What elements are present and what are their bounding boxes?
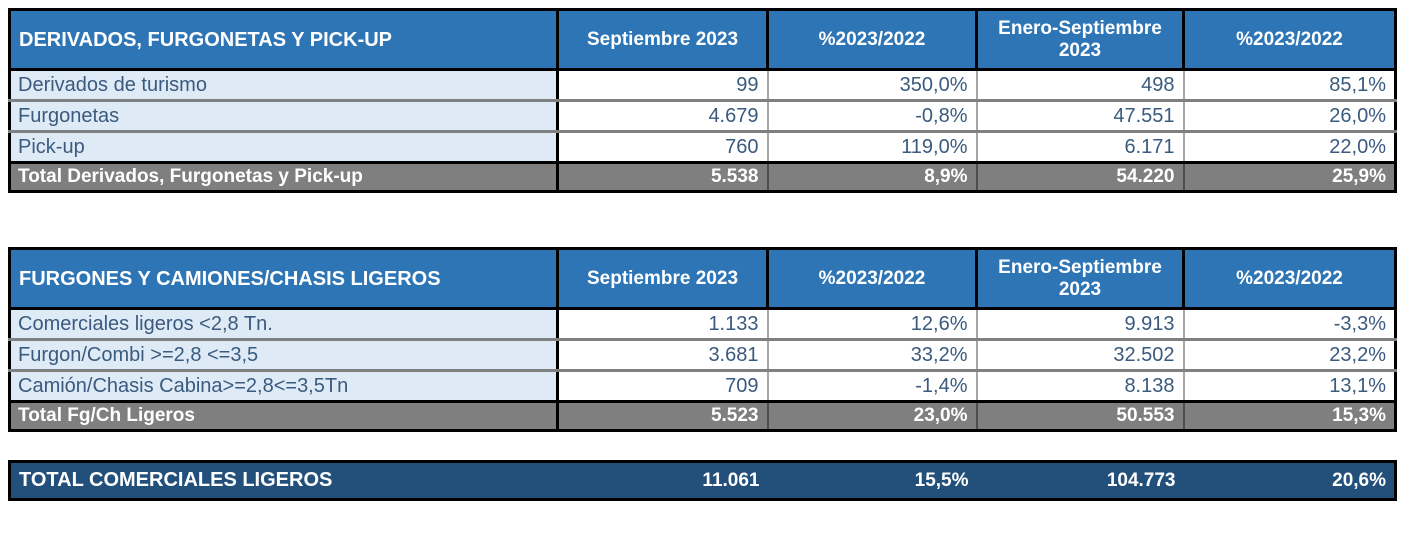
row-label: Furgon/Combi >=2,8 <=3,5 xyxy=(8,339,559,372)
cell-value: 13,1% xyxy=(1183,370,1397,403)
table-row: Camión/Chasis Cabina>=2,8<=3,5Tn 709 -1,… xyxy=(8,370,1397,403)
table-row: Derivados de turismo 99 350,0% 498 85,1% xyxy=(8,69,1397,102)
table-header-row: DERIVADOS, FURGONETAS Y PICK-UP Septiemb… xyxy=(8,8,1397,71)
table-total-row: Total Derivados, Furgonetas y Pick-up 5.… xyxy=(8,162,1397,193)
cell-value: 8.138 xyxy=(976,370,1185,403)
col-header-pct-month: %2023/2022 xyxy=(766,247,978,310)
cell-value: 12,6% xyxy=(767,308,978,341)
grand-total-label: TOTAL COMERCIALES LIGEROS xyxy=(8,460,558,501)
total-label: Total Derivados, Furgonetas y Pick-up xyxy=(8,162,559,193)
total-value: 50.553 xyxy=(976,401,1185,432)
total-value: 23,0% xyxy=(767,401,978,432)
table-row: Pick-up 760 119,0% 6.171 22,0% xyxy=(8,131,1397,164)
cell-value: 47.551 xyxy=(976,100,1185,133)
total-value: 15,3% xyxy=(1183,401,1397,432)
col-header-pct-ytd: %2023/2022 xyxy=(1182,247,1397,310)
cell-value: 350,0% xyxy=(767,69,978,102)
table-derivados-furgonetas-pickup: DERIVADOS, FURGONETAS Y PICK-UP Septiemb… xyxy=(8,8,1397,193)
col-header-septiembre: Septiembre 2023 xyxy=(556,247,769,310)
total-value: 5.538 xyxy=(557,162,769,193)
cell-value: -0,8% xyxy=(767,100,978,133)
grand-total-value: 104.773 xyxy=(976,460,1184,501)
table-row: Comerciales ligeros <2,8 Tn. 1.133 12,6%… xyxy=(8,308,1397,341)
cell-value: 23,2% xyxy=(1183,339,1397,372)
table-title: FURGONES Y CAMIONES/CHASIS LIGEROS xyxy=(8,247,559,310)
grand-total-value: 15,5% xyxy=(767,460,977,501)
cell-value: 760 xyxy=(557,131,769,164)
table-header-row: FURGONES Y CAMIONES/CHASIS LIGEROS Septi… xyxy=(8,247,1397,310)
cell-value: 6.171 xyxy=(976,131,1185,164)
col-header-pct-month: %2023/2022 xyxy=(766,8,978,71)
cell-value: 9.913 xyxy=(976,308,1185,341)
row-label: Derivados de turismo xyxy=(8,69,559,102)
cell-value: 26,0% xyxy=(1183,100,1397,133)
cell-value: 22,0% xyxy=(1183,131,1397,164)
cell-value: 85,1% xyxy=(1183,69,1397,102)
cell-value: 709 xyxy=(557,370,769,403)
row-label: Furgonetas xyxy=(8,100,559,133)
grand-total-table: TOTAL COMERCIALES LIGEROS 11.061 15,5% 1… xyxy=(8,460,1397,501)
row-label: Comerciales ligeros <2,8 Tn. xyxy=(8,308,559,341)
cell-value: 3.681 xyxy=(557,339,769,372)
total-label: Total Fg/Ch Ligeros xyxy=(8,401,559,432)
cell-value: 1.133 xyxy=(557,308,769,341)
grand-total-value: 20,6% xyxy=(1183,460,1397,501)
cell-value: -3,3% xyxy=(1183,308,1397,341)
cell-value: 99 xyxy=(557,69,769,102)
table-total-row: Total Fg/Ch Ligeros 5.523 23,0% 50.553 1… xyxy=(8,401,1397,432)
col-header-pct-ytd: %2023/2022 xyxy=(1182,8,1397,71)
grand-total-row: TOTAL COMERCIALES LIGEROS 11.061 15,5% 1… xyxy=(8,460,1397,501)
table-row: Furgon/Combi >=2,8 <=3,5 3.681 33,2% 32.… xyxy=(8,339,1397,372)
cell-value: 33,2% xyxy=(767,339,978,372)
cell-value: 498 xyxy=(976,69,1185,102)
col-header-enero-septiembre: Enero-Septiembre 2023 xyxy=(975,247,1185,310)
table-title: DERIVADOS, FURGONETAS Y PICK-UP xyxy=(8,8,559,71)
table-furgones-camiones-chasis: FURGONES Y CAMIONES/CHASIS LIGEROS Septi… xyxy=(8,247,1397,432)
total-value: 54.220 xyxy=(976,162,1185,193)
col-header-septiembre: Septiembre 2023 xyxy=(556,8,769,71)
cell-value: -1,4% xyxy=(767,370,978,403)
row-label: Pick-up xyxy=(8,131,559,164)
row-label: Camión/Chasis Cabina>=2,8<=3,5Tn xyxy=(8,370,559,403)
table-row: Furgonetas 4.679 -0,8% 47.551 26,0% xyxy=(8,100,1397,133)
cell-value: 32.502 xyxy=(976,339,1185,372)
total-value: 8,9% xyxy=(767,162,978,193)
cell-value: 119,0% xyxy=(767,131,978,164)
total-value: 25,9% xyxy=(1183,162,1397,193)
col-header-enero-septiembre: Enero-Septiembre 2023 xyxy=(975,8,1185,71)
total-value: 5.523 xyxy=(557,401,769,432)
cell-value: 4.679 xyxy=(557,100,769,133)
grand-total-value: 11.061 xyxy=(557,460,768,501)
